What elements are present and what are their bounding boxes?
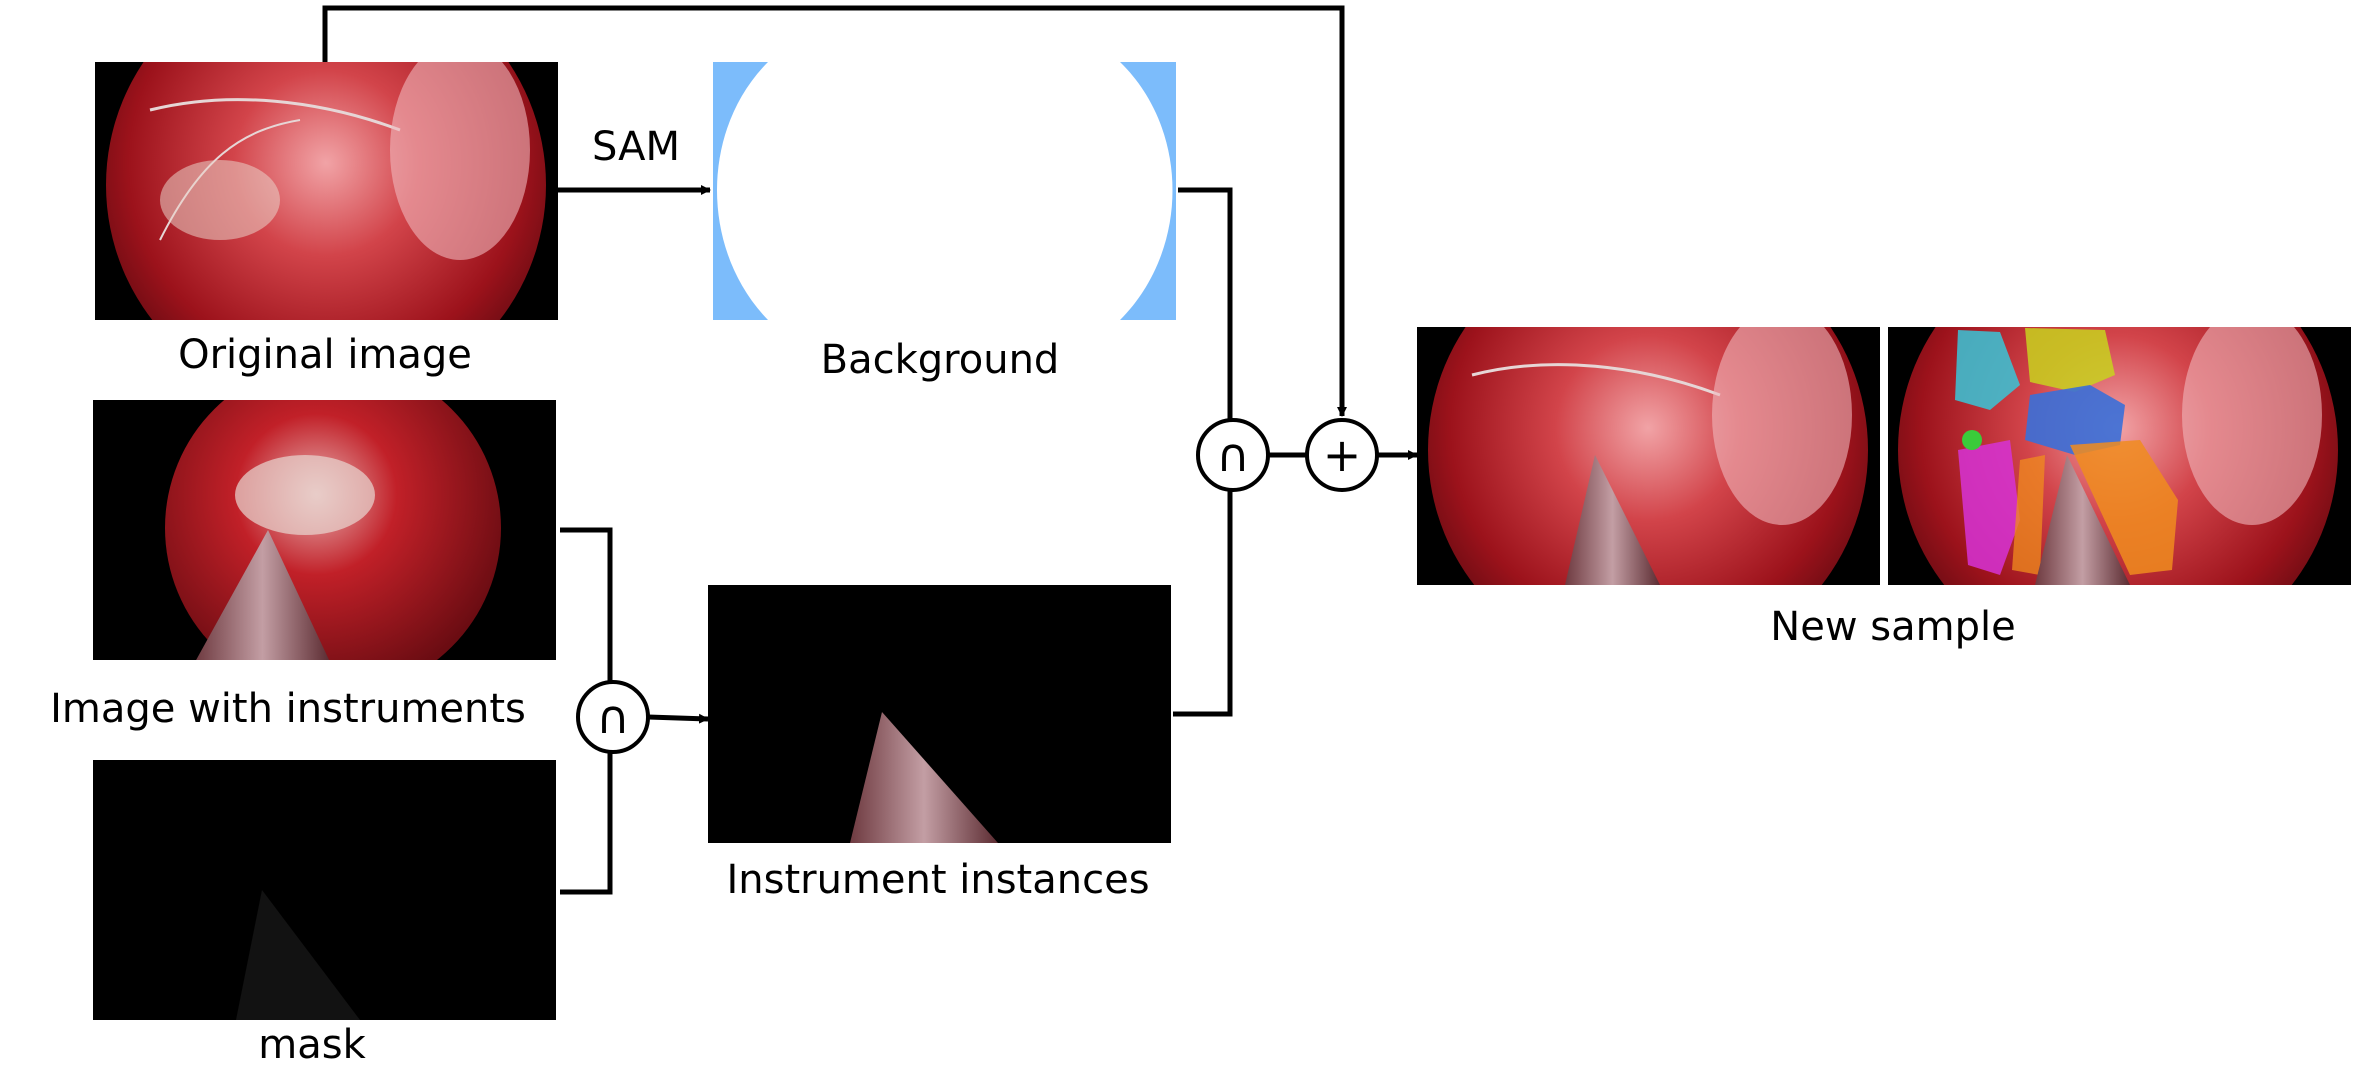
segment-orange-2	[2012, 455, 2045, 575]
instrument-image-connector	[560, 527, 613, 683]
intersection-operator-instruments: ∩	[576, 680, 650, 754]
svg-text:+: +	[1323, 428, 1362, 482]
segment-magenta	[1958, 440, 2020, 575]
sam-label: SAM	[592, 124, 680, 170]
skip-connection-arrow	[322, 5, 1347, 417]
segment-cyan	[1955, 330, 2020, 410]
svg-text:∩: ∩	[596, 690, 630, 744]
instrument-image-thumbnail	[93, 400, 556, 660]
mask-label: mask	[258, 1022, 366, 1068]
instances-connector	[1173, 490, 1233, 717]
svg-text:∩: ∩	[1216, 428, 1250, 482]
mask-thumbnail	[93, 760, 556, 1020]
instrument-instances-thumbnail	[708, 585, 1171, 843]
segment-orange	[2070, 440, 2178, 575]
original-image-label: Original image	[178, 332, 472, 378]
new-sample-label: New sample	[1770, 604, 2015, 650]
new-sample-image	[1417, 327, 1880, 585]
add-operator: +	[1305, 418, 1379, 492]
instrument-instances-label: Instrument instances	[726, 857, 1149, 903]
instrument-image-label: Image with instruments	[50, 686, 526, 732]
background-thumbnail	[713, 62, 1176, 320]
intersection-operator-background: ∩	[1196, 418, 1270, 492]
segment-green	[1962, 430, 1982, 450]
segment-yellow	[2025, 328, 2115, 392]
background-label: Background	[821, 337, 1060, 383]
segment-blue	[2025, 385, 2125, 455]
background-connector	[1178, 187, 1233, 420]
original-image-thumbnail	[95, 62, 558, 320]
instances-arrow	[647, 713, 709, 724]
new-sample-segmentation	[1888, 327, 2351, 585]
mask-connector	[560, 750, 613, 895]
